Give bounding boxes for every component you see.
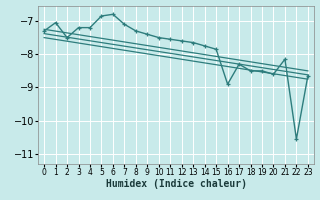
X-axis label: Humidex (Indice chaleur): Humidex (Indice chaleur) — [106, 179, 246, 189]
